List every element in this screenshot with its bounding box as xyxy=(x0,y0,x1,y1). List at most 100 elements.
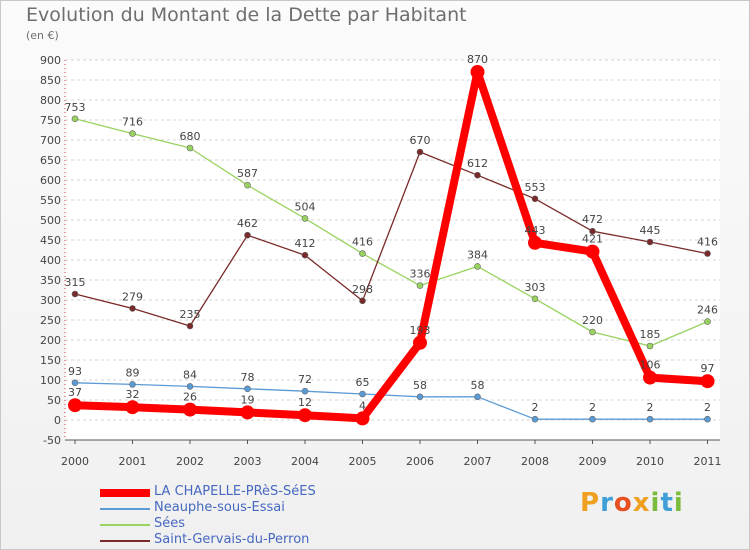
data-label: 472 xyxy=(582,213,603,226)
y-tick-label: 550 xyxy=(40,194,61,207)
data-point xyxy=(359,390,366,398)
data-point xyxy=(646,342,654,350)
data-label: 870 xyxy=(467,53,488,66)
y-tick-label: 500 xyxy=(40,214,61,227)
data-label: 193 xyxy=(410,324,431,337)
data-label: 58 xyxy=(471,379,485,392)
y-tick-label: 450 xyxy=(40,234,61,247)
data-label: 587 xyxy=(237,167,258,180)
data-label: 336 xyxy=(410,268,431,281)
legend-swatch xyxy=(100,540,150,542)
data-point xyxy=(244,181,251,189)
data-point xyxy=(531,295,539,303)
y-tick-label: 350 xyxy=(40,274,61,287)
data-label: 220 xyxy=(582,314,603,327)
data-label: 2 xyxy=(704,401,711,414)
data-point xyxy=(68,398,82,413)
x-tick-label: 2008 xyxy=(521,455,549,468)
logo-letter: x xyxy=(632,488,651,518)
data-label: 612 xyxy=(467,157,488,170)
y-tick-label: 0 xyxy=(54,414,61,427)
x-tick-label: 2006 xyxy=(406,455,434,468)
y-tick-label: -50 xyxy=(43,434,61,447)
data-label: 462 xyxy=(237,217,258,230)
data-point xyxy=(301,387,309,395)
x-tick-label: 2010 xyxy=(636,455,664,468)
data-point xyxy=(301,215,309,222)
data-point xyxy=(71,115,79,123)
y-tick-label: 900 xyxy=(40,54,61,67)
data-label: 412 xyxy=(295,237,316,250)
x-tick-label: 2004 xyxy=(291,455,319,468)
x-tick-label: 2009 xyxy=(579,455,607,468)
data-label: 72 xyxy=(298,373,312,386)
data-point xyxy=(585,244,600,259)
data-point xyxy=(183,402,197,417)
series-line xyxy=(74,151,709,327)
data-label: 303 xyxy=(525,281,546,294)
data-point xyxy=(359,250,366,257)
data-point xyxy=(416,282,424,289)
data-label: 716 xyxy=(122,116,143,129)
data-point xyxy=(416,393,424,401)
data-point xyxy=(589,415,596,423)
logo-letter: i xyxy=(673,488,684,518)
data-label: 97 xyxy=(701,362,715,375)
chart-title: Evolution du Montant de la Dette par Hab… xyxy=(26,4,467,26)
data-point xyxy=(186,144,194,152)
chart-subtitle: (en €) xyxy=(26,29,59,42)
data-point xyxy=(125,400,140,415)
data-point xyxy=(531,415,539,423)
data-point xyxy=(129,305,136,312)
data-label: 89 xyxy=(126,366,140,379)
data-label: 2 xyxy=(532,401,539,414)
data-point xyxy=(413,335,427,350)
legend-label: Neauphe-sous-Essai xyxy=(154,500,285,515)
y-tick-label: 750 xyxy=(40,114,61,127)
data-point xyxy=(244,385,251,393)
data-point xyxy=(244,231,251,239)
data-label: 32 xyxy=(126,388,140,401)
data-point xyxy=(186,322,194,330)
legend-label: Sées xyxy=(154,516,186,531)
data-point xyxy=(129,381,136,388)
data-point xyxy=(474,393,481,401)
data-label: 37 xyxy=(68,386,82,399)
data-point xyxy=(416,148,424,156)
x-tick-label: 2001 xyxy=(119,455,147,468)
data-point xyxy=(240,405,255,420)
data-point xyxy=(704,318,711,325)
data-label: 416 xyxy=(697,236,718,249)
y-tick-label: 250 xyxy=(40,314,61,327)
proxiti-logo: Proxiti xyxy=(580,488,684,518)
series-line xyxy=(74,382,709,420)
data-label: 19 xyxy=(241,393,255,406)
x-tick-label: 2000 xyxy=(61,455,89,468)
x-tick-label: 2005 xyxy=(349,455,377,468)
data-point xyxy=(298,408,312,423)
y-tick-label: 650 xyxy=(40,154,61,167)
data-label: 298 xyxy=(352,283,373,296)
data-label: 93 xyxy=(68,365,82,378)
data-label: 2 xyxy=(589,401,596,414)
data-point xyxy=(474,171,481,179)
data-point xyxy=(186,383,194,390)
data-point xyxy=(71,290,79,298)
data-point xyxy=(129,130,136,137)
data-label: 443 xyxy=(525,224,546,237)
y-tick-label: 50 xyxy=(47,394,61,407)
data-label: 4 xyxy=(359,399,366,412)
data-point xyxy=(528,235,542,250)
data-point xyxy=(643,370,657,385)
data-label: 246 xyxy=(697,304,718,317)
data-label: 26 xyxy=(183,391,197,404)
data-label: 680 xyxy=(180,130,201,143)
data-point xyxy=(704,415,711,423)
logo-letter: i xyxy=(650,488,661,518)
data-point xyxy=(355,411,370,426)
x-tick-label: 2011 xyxy=(694,455,722,468)
data-label: 106 xyxy=(640,359,661,372)
data-label: 185 xyxy=(640,328,661,341)
y-tick-label: 850 xyxy=(40,74,61,87)
data-label: 384 xyxy=(467,248,488,261)
